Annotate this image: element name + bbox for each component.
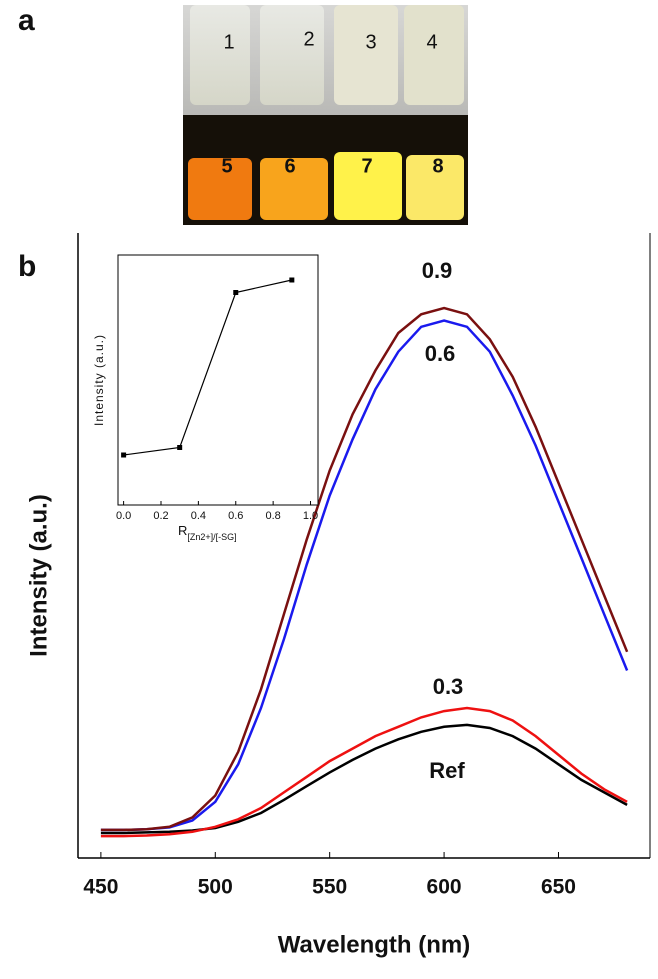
x-tick-label: 0.6 — [228, 510, 243, 522]
vial-label: 3 — [365, 31, 376, 53]
charts: 450 500 550 600 650 Wavelength (nm) Intensity … — [25, 233, 651, 958]
vial-label: 2 — [303, 28, 314, 50]
inset-point — [233, 290, 239, 295]
x-axis-title: R[Zn2+]/[-SG] — [178, 523, 237, 542]
x-tick-label: 650 — [541, 876, 576, 899]
x-tick-label: 0.2 — [153, 510, 168, 522]
vial-label: 7 — [361, 155, 372, 177]
panel-label: a — [18, 4, 35, 37]
y-axis-title: Intensity (a.u.) — [92, 334, 106, 426]
x-tick-label: 0.4 — [191, 510, 206, 522]
series-line — [100, 723, 628, 835]
series-label: 0.6 — [425, 341, 456, 366]
photo — [183, 5, 468, 225]
vial-label: 4 — [426, 31, 437, 53]
x-tick-label: 550 — [312, 876, 347, 899]
panel-label: b — [18, 250, 36, 283]
inset-point — [289, 277, 295, 283]
vial-label: 8 — [432, 155, 443, 177]
inset-point — [177, 445, 183, 450]
x-tick-label: 500 — [198, 876, 233, 899]
x-tick-label: 0.8 — [265, 510, 280, 522]
x-tick-label: 1.0 — [303, 510, 318, 522]
series-line — [100, 706, 628, 838]
series-line — [100, 306, 629, 832]
vial-label: 6 — [284, 155, 295, 177]
series-label: Ref — [429, 758, 465, 783]
series-line — [100, 319, 629, 832]
x-tick-label: 450 — [83, 876, 118, 899]
x-tick-label: 0.0 — [116, 510, 131, 522]
vial-labels: 1 2 3 4 5 6 7 8 — [221, 28, 443, 177]
y-axis-title: Intensity (a.u.) — [25, 494, 52, 657]
series-label: 0.9 — [422, 258, 453, 283]
inset-line — [123, 279, 292, 456]
series-label: 0.3 — [433, 674, 464, 699]
inset-point — [121, 452, 127, 458]
vial-label: 5 — [221, 155, 232, 177]
x-axis-title-main: R — [178, 523, 187, 538]
x-tick-label: 600 — [427, 876, 462, 899]
x-axis-title: Wavelength (nm) — [278, 931, 470, 958]
x-axis-title-subscript: [Zn2+]/[-SG] — [187, 532, 236, 542]
inset-frame — [117, 254, 319, 506]
vial-label: 1 — [223, 31, 234, 53]
